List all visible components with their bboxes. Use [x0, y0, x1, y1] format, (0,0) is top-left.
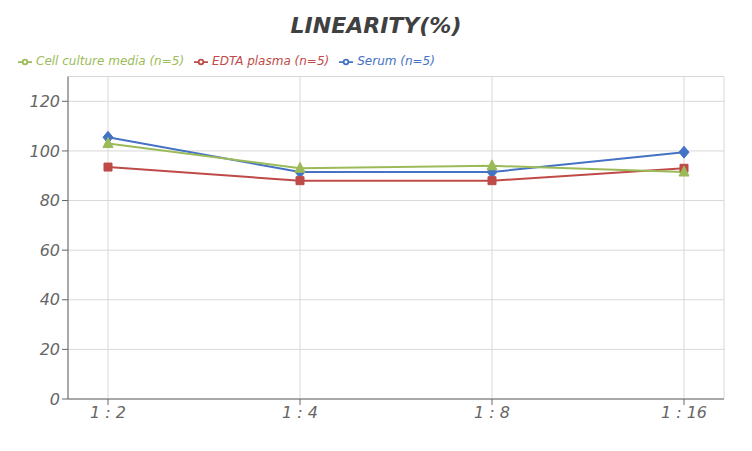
svg-text:120: 120: [29, 92, 60, 111]
html-text:LINEARITY(%): LINEARITY(%): [290, 13, 462, 38]
svg-text:40: 40: [40, 290, 60, 309]
svg-text:60: 60: [40, 241, 60, 260]
svg-text:100: 100: [29, 142, 60, 161]
svg-text:80: 80: [40, 191, 60, 210]
html-text:Cell culture media (n=5): Cell culture media (n=5): [36, 54, 185, 68]
svg-text:1 : 8: 1 : 8: [474, 403, 510, 422]
html-text:Serum (n=5): Serum (n=5): [357, 54, 435, 68]
svg-text:0: 0: [50, 390, 60, 409]
html-text:EDTA plasma (n=5): EDTA plasma (n=5): [212, 54, 330, 68]
svg-text:1 : 16: 1 : 16: [661, 403, 707, 422]
svg-text:1 : 4: 1 : 4: [282, 403, 318, 422]
svg-text:20: 20: [40, 340, 60, 359]
svg-text:1 : 2: 1 : 2: [90, 403, 126, 422]
